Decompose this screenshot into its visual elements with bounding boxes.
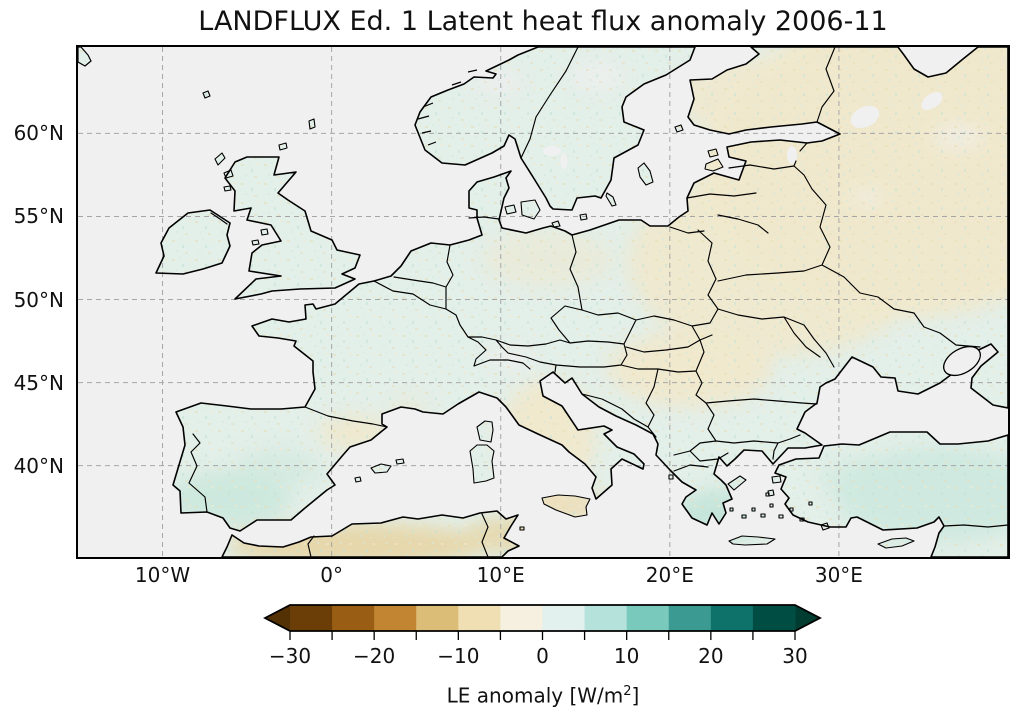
colorbar-tick-label: −30	[268, 644, 312, 668]
colorbar-axis-label: LE anomaly [W/m2]	[343, 679, 743, 709]
lon-tick-label: 10°E	[476, 563, 525, 587]
lon-tick-label: 30°E	[814, 563, 863, 587]
lat-tick-label: 60°N	[13, 121, 64, 146]
lon-tick-label: 10°W	[134, 563, 191, 587]
colorbar-segment	[332, 605, 375, 631]
colorbar-segment	[500, 605, 544, 631]
colorbar-segment	[626, 605, 670, 631]
colorbar-segment	[668, 605, 712, 631]
colorbar-segment	[584, 605, 628, 631]
colorbar-segment	[374, 605, 417, 631]
map-frame	[76, 45, 1010, 559]
norway-fjord-islands	[417, 69, 478, 146]
colorbar-segment	[542, 605, 586, 631]
lat-tick-label: 50°N	[13, 287, 64, 312]
lon-tick-label: 0°	[320, 563, 343, 587]
colorbar-label-superscript: 2	[623, 684, 632, 699]
coastline-layer	[78, 47, 1008, 557]
colorbar-label-close: ]	[631, 683, 640, 708]
sea-of-azov	[943, 345, 981, 377]
colorbar-tick-label: −10	[437, 644, 480, 668]
colorbar-tick-label: 20	[698, 644, 724, 668]
colorbar-over-arrow	[795, 605, 820, 631]
figure-title: LANDFLUX Ed. 1 Latent heat flux anomaly …	[198, 6, 888, 37]
colorbar-tick-label: 0	[536, 644, 549, 668]
lakes-layer	[543, 47, 949, 169]
colorbar-segment	[458, 605, 502, 631]
colorbar-tick-label: −20	[353, 644, 396, 668]
colorbar-tick-label: 10	[613, 644, 640, 668]
colorbar	[263, 604, 822, 640]
colorbar-tick-label: 30	[782, 644, 808, 668]
colorbar-segment	[290, 605, 333, 631]
colorbar-outline	[263, 604, 822, 632]
lat-tick-label: 45°N	[13, 370, 64, 395]
colorbar-under-arrow	[265, 605, 290, 631]
colorbar-label-text: LE anomaly [W/m	[446, 683, 624, 708]
lat-tick-label: 55°N	[13, 204, 64, 229]
lat-tick-label: 40°N	[13, 453, 64, 478]
lon-tick-label: 20°E	[645, 563, 694, 587]
colorbar-segment	[416, 605, 459, 631]
colorbar-segment	[710, 605, 754, 631]
europe-map-canvas	[78, 47, 1008, 557]
colorbar-segment	[752, 605, 796, 631]
graticule	[78, 47, 1008, 557]
